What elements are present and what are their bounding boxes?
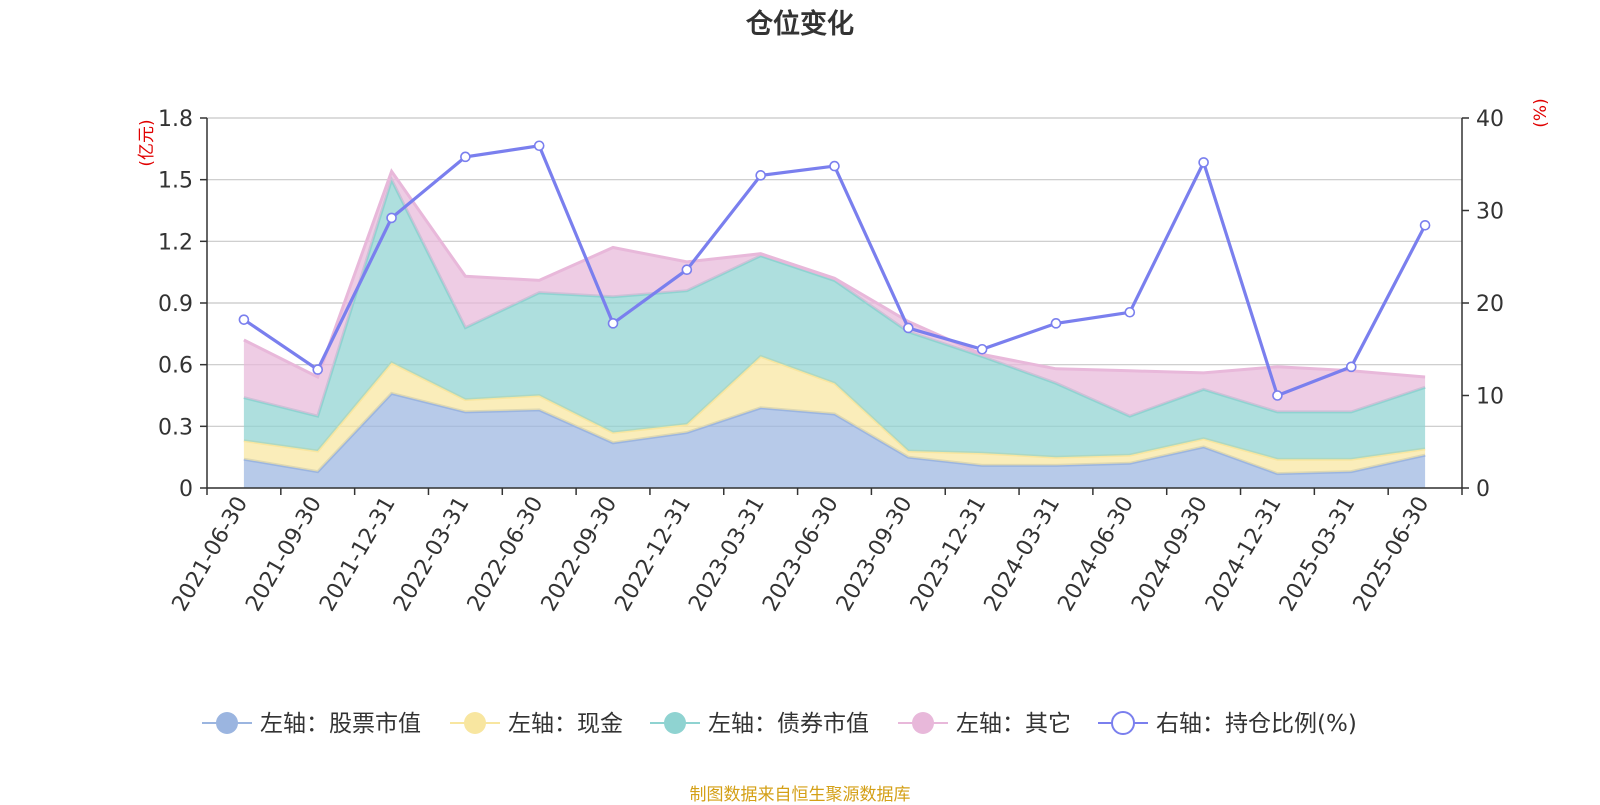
left-tick-label: 0.9 [158, 292, 193, 317]
x-tick-label: 2022-12-31 [610, 493, 696, 616]
ratio-point [1198, 157, 1209, 168]
ratio-point [903, 322, 914, 334]
x-tick-label: 2023-09-30 [832, 492, 918, 615]
right-tick-label: 40 [1476, 107, 1504, 132]
legend-marker [464, 712, 486, 734]
legend-marker [664, 712, 686, 734]
left-tick-label: 0.3 [158, 415, 193, 440]
legend-marker [912, 712, 934, 734]
legend-label: 右轴：持仓比例(%) [1156, 711, 1357, 737]
holding-ratio-line [238, 140, 1431, 401]
x-tick-label: 2022-03-31 [389, 492, 475, 615]
right-tick-label: 0 [1476, 477, 1490, 502]
right-tick-label: 30 [1476, 200, 1504, 225]
ratio-point [976, 343, 988, 355]
legend-label: 左轴：现金 [508, 711, 623, 737]
legend-marker [216, 712, 238, 734]
x-tick-label: 2021-06-30 [168, 493, 254, 616]
legend-label: 左轴：股票市值 [260, 711, 421, 737]
legend-item: 左轴：现金 [450, 711, 623, 737]
x-tick-label: 2024-06-30 [1053, 493, 1139, 616]
ratio-point [533, 140, 545, 152]
legend-item: 左轴：其它 [898, 711, 1071, 737]
ratio-point [386, 212, 397, 224]
left-tick-label: 0.6 [158, 354, 193, 379]
ratio-point [312, 364, 324, 375]
x-tick-label: 2023-06-30 [758, 493, 844, 616]
legend-item: 左轴：股票市值 [202, 711, 421, 737]
area-edge-3 [243, 168, 1426, 380]
left-tick-label: 1.5 [158, 169, 193, 194]
area-series-1 [243, 356, 1426, 474]
ratio-point [755, 170, 766, 181]
ratio-point [1419, 220, 1431, 231]
ratio-point [681, 264, 693, 276]
x-tick-label: 2023-03-31 [684, 493, 770, 616]
x-tick-label: 2023-12-31 [906, 492, 992, 615]
ratio-point [1124, 306, 1136, 318]
area-series-3 [243, 171, 1426, 417]
data-source-footer: 制图数据来自恒生聚源数据库 [689, 785, 911, 805]
x-tick-label: 2025-03-31 [1275, 493, 1361, 616]
x-tick-label: 2024-12-31 [1201, 493, 1287, 616]
stacked-areas [243, 168, 1426, 488]
ratio-point [607, 318, 619, 329]
legend-item: 左轴：债券市值 [650, 711, 869, 737]
x-tick-label: 2021-12-31 [315, 493, 401, 616]
legend-label: 左轴：债券市值 [708, 711, 869, 737]
area-series-2 [243, 179, 1426, 460]
right-tick-label: 10 [1476, 385, 1504, 410]
x-tick-label: 2025-06-30 [1349, 493, 1435, 616]
legend-label: 左轴：其它 [956, 711, 1071, 737]
ratio-point [1272, 390, 1283, 401]
ratio-point [460, 151, 471, 163]
left-tick-label: 1.8 [158, 107, 193, 132]
left-tick-label: 0 [179, 477, 193, 502]
ratio-point [1050, 318, 1062, 329]
ratio-point [238, 314, 250, 325]
ratio-point [829, 160, 840, 172]
legend: 左轴：股票市值 左轴：现金 左轴：债券市值 左轴：其它 右轴：持仓比例(%) [202, 711, 1357, 737]
x-tick-label: 2021-09-30 [241, 493, 327, 616]
right-axis-unit: (%) [1531, 98, 1551, 127]
x-tick-label: 2022-09-30 [537, 493, 623, 616]
left-axis-unit: (亿元) [137, 119, 157, 166]
x-tick-label: 2024-03-31 [980, 493, 1066, 616]
x-tick-label: 2022-06-30 [463, 493, 549, 616]
x-tick-label: 2024-09-30 [1127, 493, 1213, 616]
right-tick-label: 20 [1476, 292, 1504, 317]
legend-marker [1111, 711, 1135, 735]
chart-title: 仓位变化 [745, 8, 854, 40]
legend-item: 右轴：持仓比例(%) [1098, 711, 1357, 737]
ratio-point [1345, 361, 1357, 373]
left-tick-label: 1.2 [158, 230, 193, 255]
